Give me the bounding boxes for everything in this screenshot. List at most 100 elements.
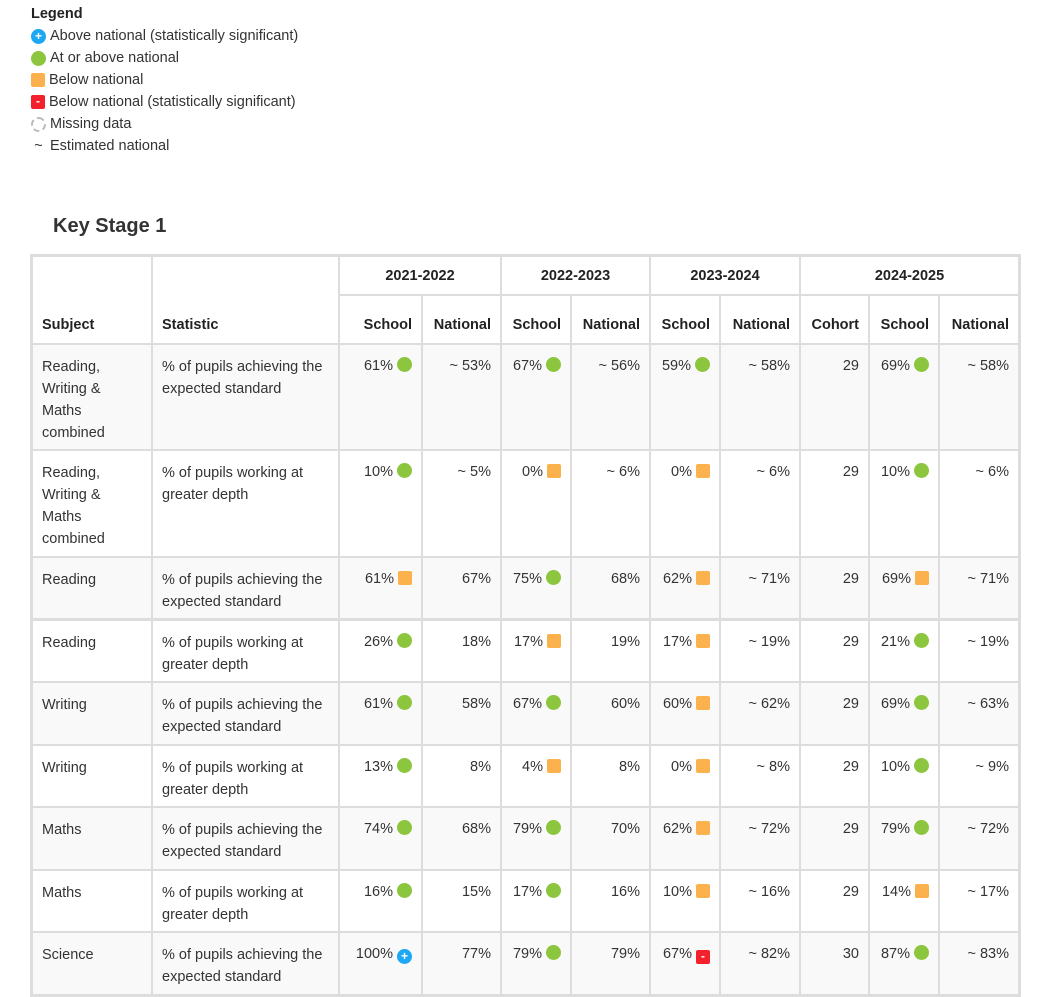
subject-cell: Maths <box>30 806 153 871</box>
national-cell: 16% <box>570 869 651 933</box>
national-cell: 8% <box>421 744 502 808</box>
school-value: 67% <box>512 358 542 374</box>
national-cell: ~ 5% <box>421 449 502 558</box>
school-value: 62% <box>662 571 692 587</box>
school-cell: 0% <box>649 449 721 558</box>
table-row: Science% of pupils achieving the expecte… <box>30 931 1021 996</box>
school-cell: 0% <box>500 449 572 558</box>
legend-label: Below national (statistically significan… <box>49 94 296 110</box>
national-cell: ~ 56% <box>570 343 651 451</box>
school-cell: 61% <box>338 556 423 620</box>
school-cell: 69% <box>868 556 940 620</box>
national-cell: 67% <box>421 556 502 620</box>
school-value: 14% <box>881 884 911 900</box>
subject-cell: Maths <box>30 869 153 933</box>
school-cell: 60% <box>649 681 721 746</box>
school-cell: 67% - <box>649 931 721 996</box>
school-value: 74% <box>363 821 393 837</box>
table-row: Maths% of pupils achieving the expected … <box>30 806 1021 871</box>
national-cell: ~ 82% <box>719 931 801 996</box>
green-indicator-icon <box>397 632 412 648</box>
legend-label: Missing data <box>50 116 132 132</box>
national-cell: 18% <box>421 617 502 683</box>
green-indicator-icon <box>546 883 561 898</box>
school-value: 10% <box>662 884 692 900</box>
header-statistic: Statistic <box>151 254 340 345</box>
school-value: 13% <box>363 759 393 775</box>
amber-indicator-icon <box>915 571 929 585</box>
school-value: 0% <box>671 759 692 775</box>
subject-cell: Science <box>30 931 153 996</box>
national-cell: 68% <box>421 806 502 871</box>
table-row: Reading, Writing & Maths combined% of pu… <box>30 449 1021 558</box>
statistic-cell: % of pupils working at greater depth <box>151 869 340 933</box>
subject-cell: Reading <box>30 556 153 620</box>
amber-indicator-icon <box>398 571 412 585</box>
school-value: 67% <box>662 946 692 962</box>
national-cell: ~ 62% <box>719 681 801 746</box>
national-cell: ~ 19% <box>938 617 1021 683</box>
green-indicator-icon <box>546 820 561 835</box>
school-value: 61% <box>364 571 394 587</box>
missing-icon <box>31 116 46 132</box>
school-cell: 10% <box>868 744 940 808</box>
national-cell: ~ 53% <box>421 343 502 451</box>
green-indicator-icon <box>914 463 929 478</box>
subject-cell: Writing <box>30 681 153 746</box>
school-value: 59% <box>661 358 691 374</box>
green-indicator-icon <box>914 820 929 835</box>
cohort-cell: 30 <box>799 931 870 996</box>
school-cell: 75% <box>500 556 572 620</box>
header-national: National <box>570 294 651 345</box>
legend-title: Legend <box>31 6 83 22</box>
table-row: Writing% of pupils working at greater de… <box>30 744 1021 808</box>
national-cell: ~ 19% <box>719 617 801 683</box>
national-cell: 15% <box>421 869 502 933</box>
school-cell: 59% <box>649 343 721 451</box>
header-year: 2024-2025 <box>799 254 1021 296</box>
national-cell: ~ 72% <box>719 806 801 871</box>
legend-item: Below national <box>31 69 298 91</box>
header-year: 2023-2024 <box>649 254 801 296</box>
amber-indicator-icon <box>547 633 561 648</box>
green-indicator-icon <box>914 758 929 773</box>
school-cell: 79% <box>868 806 940 871</box>
school-value: 79% <box>880 821 910 837</box>
blue-plus-indicator-icon: + <box>397 949 412 964</box>
green-indicator-icon <box>914 357 929 372</box>
green-indicator-icon <box>914 695 929 710</box>
statistic-cell: % of pupils achieving the expected stand… <box>151 931 340 996</box>
amber-indicator-icon <box>696 571 710 585</box>
legend-item: At or above national <box>31 47 298 69</box>
subject-cell: Reading <box>30 617 153 683</box>
green-indicator-icon <box>914 945 929 960</box>
school-cell: 67% <box>500 681 572 746</box>
statistic-cell: % of pupils achieving the expected stand… <box>151 681 340 746</box>
school-value: 16% <box>363 884 393 900</box>
school-cell: 14% <box>868 869 940 933</box>
amber-indicator-icon <box>696 696 710 710</box>
green-indicator-icon <box>546 695 561 710</box>
school-cell: 21% <box>868 617 940 683</box>
table-row: Maths% of pupils working at greater dept… <box>30 869 1021 933</box>
school-value: 61% <box>363 358 393 374</box>
school-value: 4% <box>522 759 543 775</box>
green-indicator-icon <box>695 357 710 372</box>
school-cell: 26% <box>338 617 423 683</box>
statistic-cell: % of pupils achieving the expected stand… <box>151 556 340 620</box>
amber-icon <box>31 73 45 87</box>
header-year: 2021-2022 <box>338 254 502 296</box>
national-cell: 58% <box>421 681 502 746</box>
green-indicator-icon <box>546 570 561 585</box>
school-value: 69% <box>880 696 910 712</box>
school-value: 69% <box>880 358 910 374</box>
school-value: 17% <box>513 633 543 650</box>
green-indicator-icon <box>397 883 412 898</box>
school-value: 0% <box>671 464 692 480</box>
school-value: 17% <box>512 884 542 900</box>
school-cell: 17% <box>500 617 572 683</box>
header-national: National <box>938 294 1021 345</box>
school-cell: 10% <box>649 869 721 933</box>
school-value: 10% <box>880 759 910 775</box>
school-cell: 79% <box>500 806 572 871</box>
